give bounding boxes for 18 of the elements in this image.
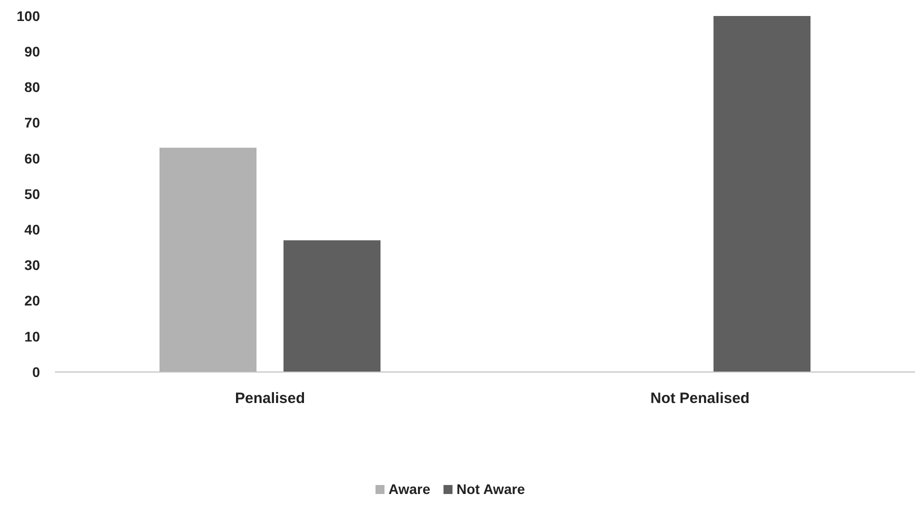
x-tick-label: Penalised (234, 390, 306, 407)
bar (714, 16, 810, 372)
y-tick-label: 90 (24, 44, 40, 60)
legend-label: Aware (388, 481, 430, 497)
y-tick-label: 20 (24, 292, 40, 309)
y-tick-label: 40 (24, 222, 40, 238)
y-tick-label: 0 (32, 364, 40, 380)
x-tick-label: Not Penalised (650, 390, 750, 407)
y-tick-label: 30 (24, 257, 40, 274)
y-tick-label: 60 (24, 150, 40, 166)
legend-label: Not Aware (456, 481, 526, 497)
bar (284, 240, 380, 372)
y-tick-label: 50 (24, 186, 40, 202)
y-tick-label: 80 (24, 79, 40, 96)
y-tick-label: 70 (24, 114, 40, 131)
bar (160, 148, 256, 372)
y-tick-label: 100 (16, 8, 40, 24)
y-tick-label: 10 (24, 328, 40, 344)
